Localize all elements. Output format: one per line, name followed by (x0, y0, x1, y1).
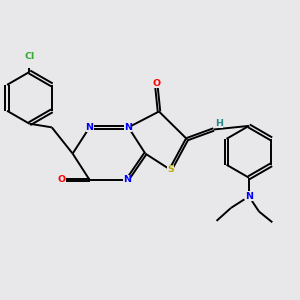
Text: S: S (167, 165, 174, 174)
Text: O: O (58, 176, 66, 184)
Text: Cl: Cl (24, 52, 34, 61)
Text: N: N (124, 123, 132, 132)
Text: N: N (123, 176, 131, 184)
Text: O: O (152, 79, 160, 88)
Text: H: H (215, 118, 223, 127)
Text: N: N (85, 123, 94, 132)
Text: N: N (245, 192, 253, 201)
